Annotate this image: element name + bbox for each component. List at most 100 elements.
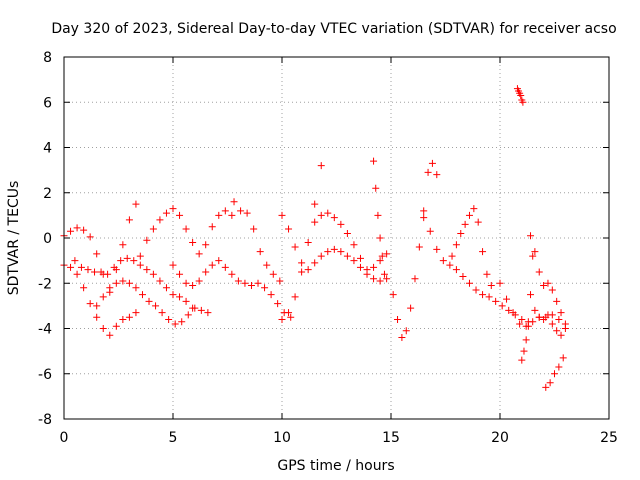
data-point — [553, 327, 561, 335]
data-point — [505, 306, 513, 314]
y-tick-label: -2 — [38, 276, 52, 292]
data-point — [356, 263, 364, 271]
data-point — [269, 270, 277, 278]
series-track-q — [518, 252, 537, 364]
data-point — [80, 284, 88, 292]
data-point — [487, 282, 495, 290]
data-point — [398, 334, 406, 342]
data-point — [370, 157, 378, 165]
data-point — [189, 282, 197, 290]
data-point — [452, 266, 460, 274]
data-point — [208, 223, 216, 231]
data-point — [71, 257, 79, 265]
data-point — [169, 205, 177, 213]
data-point — [383, 250, 391, 258]
data-point — [356, 254, 364, 262]
data-point — [304, 266, 312, 274]
data-point — [285, 225, 293, 233]
data-point — [156, 277, 164, 285]
axis-ticks: 0 5 10 15 20 25 -8 -6 -4 -2 0 2 4 6 8 — [38, 50, 618, 446]
data-point — [285, 309, 293, 317]
data-point — [519, 98, 527, 106]
data-point — [428, 159, 436, 167]
data-point — [132, 284, 140, 292]
data-point — [119, 277, 127, 285]
data-point — [278, 315, 286, 323]
data-point — [195, 277, 203, 285]
data-point — [415, 243, 423, 251]
data-point — [73, 224, 81, 232]
data-points — [60, 85, 569, 391]
data-point — [343, 229, 351, 237]
data-point — [407, 304, 415, 312]
data-point — [518, 356, 526, 364]
data-point — [559, 354, 567, 362]
data-point — [291, 293, 299, 301]
series-track-c — [71, 254, 197, 312]
data-point — [125, 279, 133, 287]
data-point — [479, 248, 487, 256]
chart-title: Day 320 of 2023, Sidereal Day-to-day VTE… — [51, 21, 616, 37]
series-track-l — [389, 159, 441, 342]
data-point — [555, 315, 563, 323]
data-point — [370, 275, 378, 283]
series-track-d — [93, 277, 212, 328]
data-point — [256, 248, 264, 256]
data-point — [162, 284, 170, 292]
data-point — [176, 293, 184, 301]
data-point — [84, 266, 92, 274]
data-point — [426, 227, 434, 235]
data-point — [433, 245, 441, 253]
data-point — [496, 279, 504, 287]
data-point — [546, 379, 554, 387]
data-point — [80, 226, 88, 234]
data-point — [176, 211, 184, 219]
data-point — [125, 216, 133, 224]
y-tick-label: -6 — [38, 367, 52, 383]
data-point — [195, 250, 203, 258]
data-point — [184, 311, 192, 319]
data-point — [278, 211, 286, 219]
data-point — [527, 291, 535, 299]
data-point — [420, 214, 428, 222]
data-point — [472, 286, 480, 294]
data-point — [67, 227, 75, 235]
data-point — [548, 320, 556, 328]
data-point — [93, 313, 101, 321]
data-point — [531, 306, 539, 314]
data-point — [106, 284, 114, 292]
data-point — [452, 241, 460, 249]
data-point — [77, 263, 85, 271]
series-track-n — [448, 205, 495, 290]
data-point — [350, 241, 358, 249]
data-point — [73, 270, 81, 278]
y-tick-label: -4 — [38, 322, 52, 338]
data-point — [459, 272, 467, 280]
data-point — [492, 297, 500, 305]
data-point — [461, 220, 469, 228]
x-axis-label: GPS time / hours — [277, 458, 394, 474]
data-point — [145, 297, 153, 305]
data-point — [143, 266, 151, 274]
series-track-k — [370, 157, 388, 278]
data-point — [446, 261, 454, 269]
data-point — [215, 257, 223, 265]
data-point — [518, 315, 526, 323]
data-point — [152, 302, 160, 310]
data-point — [557, 309, 565, 317]
series-track-s — [542, 354, 567, 391]
y-tick-label: 8 — [43, 50, 52, 66]
series-track-t — [531, 306, 569, 339]
series-track-f — [169, 257, 295, 321]
data-point — [263, 261, 271, 269]
series-track-a — [60, 200, 140, 296]
series-track-j — [311, 209, 391, 285]
y-tick-label: 4 — [43, 141, 52, 157]
data-point — [372, 184, 380, 192]
data-point — [516, 320, 524, 328]
data-point — [524, 318, 532, 326]
data-point — [553, 297, 561, 305]
data-point — [182, 225, 190, 233]
data-point — [202, 241, 210, 249]
